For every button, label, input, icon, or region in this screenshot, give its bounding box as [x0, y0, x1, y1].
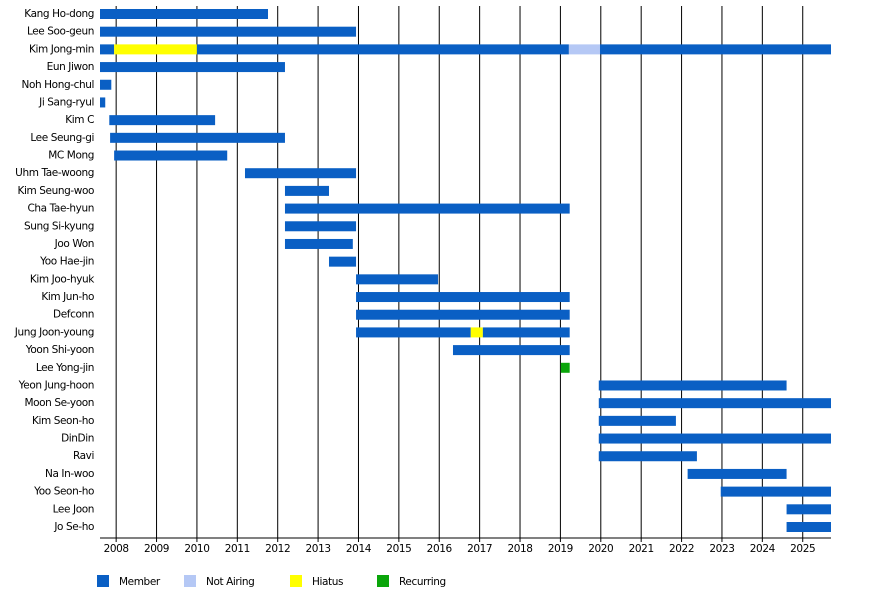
x-tick-label: 2012: [265, 543, 290, 555]
x-tick-label: 2010: [184, 543, 209, 555]
period-bar: [560, 362, 570, 373]
period-bar: [568, 44, 600, 55]
period-bar: [328, 256, 357, 267]
period-bar: [598, 398, 831, 409]
period-bar: [100, 9, 269, 19]
legend-label: Recurring: [399, 576, 446, 588]
period-bar: [599, 44, 831, 55]
period-bar: [356, 292, 570, 303]
period-bar: [100, 26, 357, 37]
row-label: Lee Seung-gi: [30, 132, 94, 144]
x-tick-label: 2008: [104, 543, 129, 555]
period-bar: [100, 62, 285, 73]
x-tick-label: 2016: [427, 543, 453, 555]
period-bar: [598, 433, 831, 444]
legend-label: Not Airing: [206, 576, 254, 588]
row-label: Cha Tae-hyun: [28, 203, 95, 215]
row-label: Ji Sang-ryul: [38, 96, 94, 108]
row-label: Moon Se-yoon: [24, 397, 94, 409]
row-label: Jo Se-ho: [53, 521, 94, 533]
period-bar: [114, 44, 197, 55]
row-label: Lee Yong-jin: [36, 362, 94, 374]
legend-swatch: [377, 575, 389, 587]
x-tick-label: 2015: [386, 543, 411, 555]
row-label: Kim Seung-woo: [18, 185, 95, 197]
row-label: Kim Seon-ho: [32, 415, 94, 427]
period-bar: [100, 79, 112, 90]
x-tick-label: 2021: [629, 543, 654, 555]
legend-swatch: [184, 575, 196, 587]
period-bar: [786, 522, 831, 532]
x-tick-label: 2024: [750, 543, 776, 555]
row-label: MC Mong: [48, 150, 94, 162]
period-bar: [100, 44, 115, 55]
period-bar: [720, 486, 831, 497]
period-bar: [284, 221, 357, 232]
period-bar: [786, 504, 831, 515]
x-tick-label: 2018: [507, 543, 532, 555]
row-label: Joo Won: [54, 238, 94, 250]
period-bar: [452, 345, 570, 356]
legend-swatch: [97, 575, 109, 587]
x-tick-label: 2009: [144, 543, 169, 555]
legend-label: Hiatus: [312, 576, 343, 588]
period-bar: [196, 44, 569, 55]
row-label: Yeon Jung-hoon: [18, 379, 94, 391]
row-label: Kim Joo-hyuk: [30, 273, 95, 285]
period-bar: [244, 168, 357, 179]
row-label: Uhm Tae-woong: [15, 167, 94, 179]
x-tick-label: 2023: [709, 543, 734, 555]
row-label: Lee Joon: [53, 503, 94, 515]
period-bar: [284, 203, 570, 214]
row-label: Ravi: [73, 450, 94, 462]
period-bar: [687, 468, 787, 479]
period-bar: [284, 185, 329, 196]
x-tick-label: 2011: [225, 543, 250, 555]
row-label: Kim Jong-min: [29, 43, 94, 55]
period-bar: [356, 309, 570, 320]
period-bar: [482, 327, 570, 338]
row-label: Kim C: [65, 114, 94, 126]
period-bar: [470, 327, 483, 338]
x-tick-label: 2014: [346, 543, 372, 555]
row-label: Lee Soo-geun: [27, 26, 94, 38]
x-tick-label: 2017: [467, 543, 492, 555]
row-label: DinDin: [61, 433, 94, 445]
x-tick-label: 2022: [669, 543, 694, 555]
legend-swatch: [290, 575, 302, 587]
x-tick-label: 2013: [306, 543, 331, 555]
period-bar: [356, 327, 471, 338]
period-bar: [110, 132, 285, 143]
row-label: Yoon Shi-yoon: [25, 344, 94, 356]
row-label: Sung Si-kyung: [24, 220, 94, 232]
row-label: Kang Ho-dong: [24, 8, 94, 20]
period-bar: [598, 415, 676, 426]
row-label: Defconn: [53, 309, 94, 321]
period-bar: [356, 274, 439, 285]
x-tick-label: 2019: [548, 543, 573, 555]
period-bar: [598, 451, 697, 462]
period-bar: [598, 380, 787, 391]
row-label: Noh Hong-chul: [22, 79, 95, 91]
period-bar: [114, 150, 228, 161]
x-tick-label: 2025: [790, 543, 815, 555]
period-bar: [109, 115, 216, 126]
period-bar: [284, 238, 353, 249]
row-label: Yoo Seon-ho: [33, 486, 94, 498]
row-label: Kim Jun-ho: [41, 291, 94, 303]
x-tick-label: 2020: [588, 543, 613, 555]
row-label: Yoo Hae-jin: [39, 256, 94, 268]
row-label: Na In-woo: [45, 468, 94, 480]
period-bar: [100, 97, 106, 108]
legend-label: Member: [119, 576, 161, 588]
row-label: Jung Joon-young: [14, 326, 94, 338]
row-label: Eun Jiwon: [47, 61, 94, 73]
